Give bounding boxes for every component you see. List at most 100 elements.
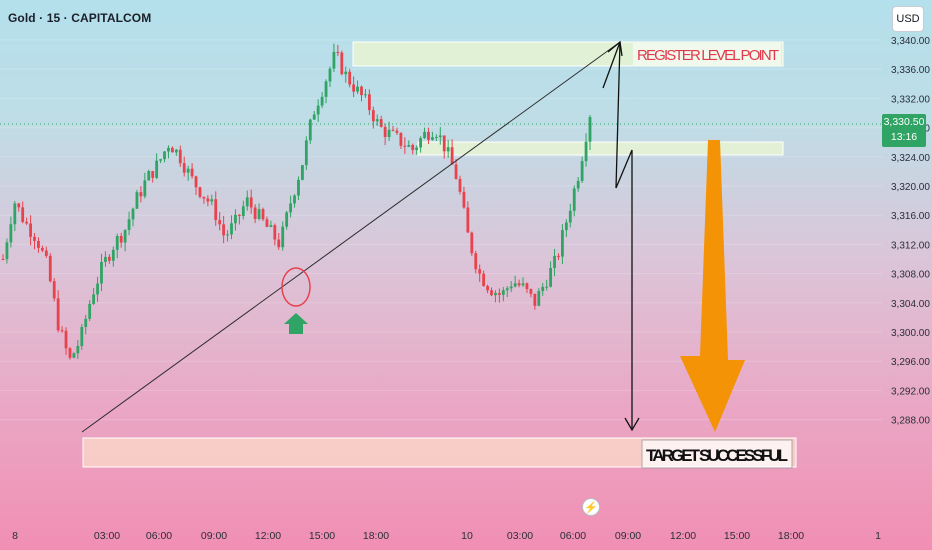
candle-down [56,298,60,331]
candle-up [332,51,336,69]
candle-up [423,131,426,139]
arrow-head-down-icon [624,417,640,432]
candle-up [328,68,332,82]
candle-up [297,179,300,196]
candle-up [285,212,289,227]
candle-up [88,303,92,319]
x-tick-label: 15:00 [309,530,335,542]
currency-button[interactable]: USD [892,6,924,32]
candle-up [584,141,588,162]
arrow-head-up-icon [607,40,623,57]
x-tick-label: 18:00 [778,530,804,542]
candle-up [344,71,348,75]
candle-up [301,165,304,180]
candle-down [383,126,387,138]
candle-down [474,253,478,270]
candle-down [64,330,68,349]
candle-up [115,235,119,250]
candle-up [501,290,505,295]
candle-up [92,294,96,304]
candle-up [580,161,584,181]
x-tick-label: 09:00 [201,530,227,542]
candle-down [178,149,182,164]
x-tick-label: 1 [875,530,881,542]
last-price-tag: 3,330.50 13:16 [882,114,926,147]
candle-up [226,234,229,236]
candle-down [261,209,265,220]
y-tick-label: 3,312.00 [891,240,930,251]
candle-down [403,145,407,147]
candle-up [9,224,13,243]
candle-down [411,145,415,151]
candle-down [336,51,340,53]
candle-up [505,288,509,291]
candle-up [419,138,422,148]
candle-up [375,119,379,122]
last-price: 3,330.50 [883,116,925,128]
candle-up [186,168,190,173]
candle-down [458,179,462,192]
x-tick-label: 12:00 [255,530,281,542]
x-tick-label: 06:00 [560,530,586,542]
bar-countdown: 13:16 [890,131,918,143]
candle-up [509,286,513,289]
x-tick-label: 06:00 [146,530,172,542]
candle-up [84,318,88,327]
candle-down [25,221,29,224]
candle-up [446,147,450,152]
candle-down [52,281,56,299]
candle-up [407,145,411,147]
candle-up [210,199,214,202]
candle-down [253,207,257,219]
candle-up [549,267,553,287]
y-tick-label: 3,332.00 [891,94,930,105]
y-tick-label: 3,324.00 [891,153,930,164]
candle-down [139,192,143,197]
candle-up [13,203,17,225]
candle-up [387,129,391,138]
candle-down [218,220,222,225]
candle-up [564,222,568,231]
candle-down [340,52,344,75]
candle-up [100,261,103,284]
candle-up [431,137,434,140]
candle-down [367,94,371,111]
projection-path [602,41,633,428]
candle-up [135,192,139,209]
candle-down [68,348,72,358]
candle-down [1,259,5,260]
y-tick-label: 3,336.00 [891,65,930,76]
candle-up [159,159,162,161]
candle-down [360,86,363,96]
x-tick-label: 10 [461,530,473,542]
candle-down [490,290,493,296]
candle-up [96,283,99,295]
candle-up [561,230,564,257]
y-tick-label: 3,316.00 [891,211,930,222]
candle-down [33,236,36,241]
orange-down-arrow-icon [680,140,745,432]
candle-down [273,225,277,240]
candle-down [399,132,403,146]
candle-up [111,249,115,261]
candle-up [174,149,178,153]
flash-icon[interactable]: ⚡ [582,498,600,516]
x-tick-label: 18:00 [363,530,389,542]
candle-down [37,240,40,248]
register-label: REGISTER LEVEL POINT [637,47,779,64]
candle-down [44,250,48,256]
candle-up [320,96,324,106]
candle-up [553,255,556,268]
candle-up [123,229,127,243]
grid [0,39,882,421]
candle-up [131,208,135,220]
candle-up [521,283,525,286]
candle-up [588,117,592,142]
candle-up [415,147,419,151]
y-tick-label: 3,296.00 [891,357,930,368]
zones [82,41,797,468]
candle-down [48,255,52,282]
candle-down [517,283,521,286]
